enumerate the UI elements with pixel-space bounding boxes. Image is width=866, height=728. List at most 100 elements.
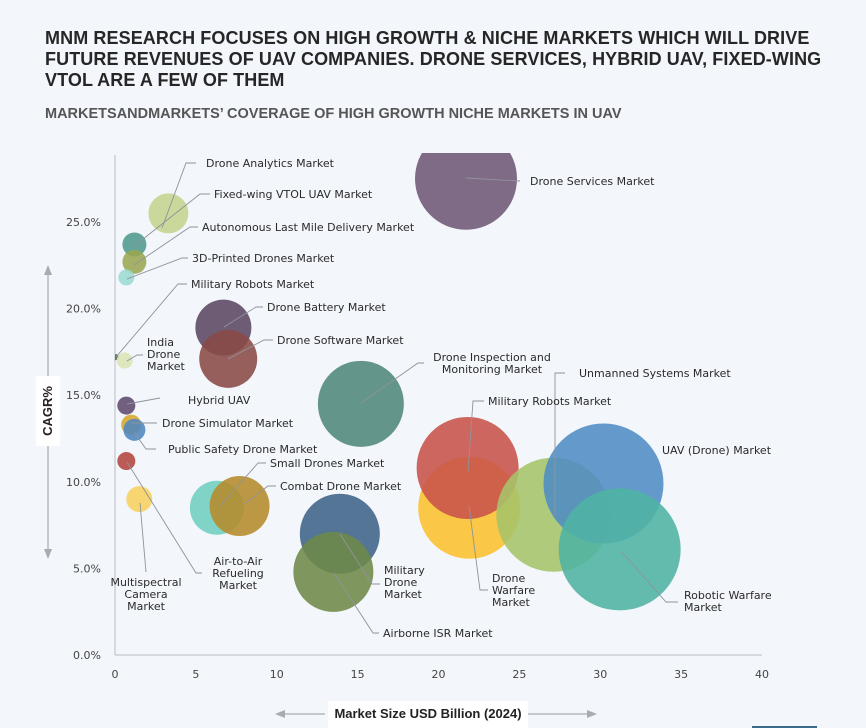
x-tick-label: 25: [512, 668, 526, 681]
bubble-label-drone-inspection-and-monitoring-market: Monitoring Market: [442, 363, 543, 376]
page-title: MNM RESEARCH FOCUSES ON HIGH GROWTH & NI…: [45, 28, 822, 90]
leader-line-drone-services-market: [465, 177, 521, 182]
footer-accent-bar: [752, 726, 817, 728]
bubble-label-air-to-air-refueling-market: Refueling: [212, 567, 264, 580]
leader-line-multispectral-camera-market: [139, 502, 147, 573]
bubble-airborne-isr-market[interactable]: [293, 531, 374, 612]
leader-line-autonomous-last-mile-delivery-market: [133, 226, 198, 266]
bubble-label-military-robots-market-small: Military Robots Market: [191, 278, 315, 291]
bubble-label-drone-inspection-and-monitoring-market: Drone Inspection and: [433, 351, 551, 364]
leader-line-drone-battery-market: [223, 306, 263, 328]
x-tick-label: 5: [192, 668, 199, 681]
bubble-label-multispectral-camera-market: Market: [127, 600, 165, 613]
leader-line-military-robots-market-small: [115, 283, 187, 358]
bubble-fixed-wing-vtol-uav-market[interactable]: [122, 232, 147, 257]
y-tick-label: 10.0%: [66, 476, 101, 489]
bubble-multispectral-camera-market[interactable]: [126, 486, 153, 513]
leader-line-3d-printed-drones-market: [126, 257, 188, 280]
y-tick-label: 0.0%: [73, 649, 101, 662]
bubble-label-robotic-warfare-market: Robotic Warfare: [684, 589, 772, 602]
bubble-label-combat-drone-market: Combat Drone Market: [280, 480, 402, 493]
bubble-label-drone-battery-market: Drone Battery Market: [267, 301, 386, 314]
leader-line-military-drone-market: [339, 533, 380, 585]
bubble-label-india-drone-market: Market: [147, 360, 185, 373]
x-tick-label: 10: [270, 668, 284, 681]
bubble-label-military-drone-market: Drone: [384, 576, 417, 589]
bubble-drone-inspection-and-monitoring-market[interactable]: [317, 360, 404, 447]
x-tick-label: 0: [112, 668, 119, 681]
bubble-label-drone-software-market: Drone Software Market: [277, 334, 404, 347]
x-tick-label: 15: [351, 668, 365, 681]
x-axis-title: Market Size USD Billion (2024): [334, 706, 521, 721]
bubble-label-military-drone-market: Military: [384, 564, 425, 577]
leader-line-military-robots-market: [467, 400, 484, 473]
leader-line-unmanned-systems-market: [554, 372, 565, 516]
arrow-left-icon: [275, 710, 285, 718]
leader-line-drone-warfare-market: [468, 505, 488, 591]
x-axis-title-box: [328, 701, 528, 728]
bubble-public-safety-drone-market[interactable]: [123, 418, 146, 441]
bubble-label-airborne-isr-market: Airborne ISR Market: [383, 627, 493, 640]
bubble-label-drone-services-market: Drone Services Market: [530, 175, 655, 188]
bubble-3d-printed-drones-market[interactable]: [118, 269, 135, 286]
leader-line-public-safety-drone-market: [133, 431, 156, 450]
bubble-label-air-to-air-refueling-market: Market: [219, 579, 257, 592]
leader-line-fixed-wing-vtol-uav-market: [132, 193, 210, 248]
bubble-label-military-robots-market: Military Robots Market: [488, 395, 612, 408]
bubble-military-robots-market[interactable]: [416, 416, 519, 519]
bubble-label-multispectral-camera-market: Multispectral: [110, 576, 181, 589]
arrow-up-icon: [44, 265, 52, 275]
x-tick-label: 20: [432, 668, 446, 681]
leader-line-drone-analytics-market: [161, 162, 196, 229]
leader-line-hybrid-uav: [126, 397, 161, 405]
bubble-label-uav-drone-market: UAV (Drone) Market: [662, 444, 772, 457]
y-axis-title-box: [36, 376, 60, 446]
chart-subtitle: MARKETSANDMARKETS’ COVERAGE OF HIGH GROW…: [45, 106, 622, 122]
bubble-hybrid-uav[interactable]: [117, 396, 136, 415]
bubble-india-drone-market[interactable]: [116, 352, 133, 369]
leader-line-airborne-isr-market: [333, 572, 379, 634]
y-tick-label: 25.0%: [66, 216, 101, 229]
leader-line-robotic-warfare-market: [620, 550, 678, 603]
bubble-label-autonomous-last-mile-delivery-market: Autonomous Last Mile Delivery Market: [202, 221, 415, 234]
x-tick-label: 35: [674, 668, 688, 681]
bubble-label-india-drone-market: India: [147, 336, 174, 349]
leader-line-air-to-air-refueling-market: [126, 461, 202, 574]
leader-line-small-drones-market: [219, 462, 266, 507]
bubble-label-fixed-wing-vtol-uav-market: Fixed-wing VTOL UAV Market: [214, 188, 373, 201]
bubble-label-drone-warfare-market: Market: [492, 596, 530, 609]
bubble-combat-drone-market[interactable]: [209, 476, 270, 537]
leader-line-combat-drone-market: [243, 485, 276, 505]
bubble-label-air-to-air-refueling-market: Air-to-Air: [214, 555, 263, 568]
bubble-label-military-drone-market: Market: [384, 588, 422, 601]
arrow-down-icon: [44, 549, 52, 559]
arrow-right-icon: [587, 710, 597, 718]
bubble-label-robotic-warfare-market: Market: [684, 601, 722, 614]
bubble-label-drone-warfare-market: Drone: [492, 572, 525, 585]
x-tick-label: 30: [593, 668, 607, 681]
leader-line-drone-inspection-and-monitoring-market: [360, 362, 424, 404]
y-tick-label: 20.0%: [66, 303, 101, 316]
bubble-label-drone-analytics-market: Drone Analytics Market: [206, 157, 335, 170]
bubble-label-hybrid-uav: Hybrid UAV: [188, 394, 251, 407]
leader-line-india-drone-market: [126, 354, 143, 362]
y-tick-label: 15.0%: [66, 389, 101, 402]
bubble-label-3d-printed-drones-market: 3D-Printed Drones Market: [192, 252, 335, 265]
bubble-label-unmanned-systems-market: Unmanned Systems Market: [579, 367, 731, 380]
bubble-label-multispectral-camera-market: Camera: [124, 588, 167, 601]
x-tick-label: 40: [755, 668, 769, 681]
bubble-label-small-drones-market: Small Drones Market: [270, 457, 385, 470]
bubble-label-drone-simulator-market: Drone Simulator Market: [162, 417, 294, 430]
bubble-drone-analytics-market[interactable]: [148, 193, 189, 234]
bubble-autonomous-last-mile-delivery-market[interactable]: [122, 249, 147, 274]
bubble-air-to-air-refueling-market[interactable]: [117, 452, 136, 471]
y-tick-label: 5.0%: [73, 562, 101, 575]
bubble-drone-services-market[interactable]: [415, 128, 517, 230]
bubble-label-india-drone-market: Drone: [147, 348, 180, 361]
bubble-robotic-warfare-market[interactable]: [558, 488, 681, 611]
bubble-label-drone-warfare-market: Warfare: [492, 584, 535, 597]
y-axis-title: CAGR%: [40, 386, 55, 436]
bubble-label-public-safety-drone-market: Public Safety Drone Market: [168, 443, 318, 456]
leader-line-drone-software-market: [227, 339, 273, 360]
